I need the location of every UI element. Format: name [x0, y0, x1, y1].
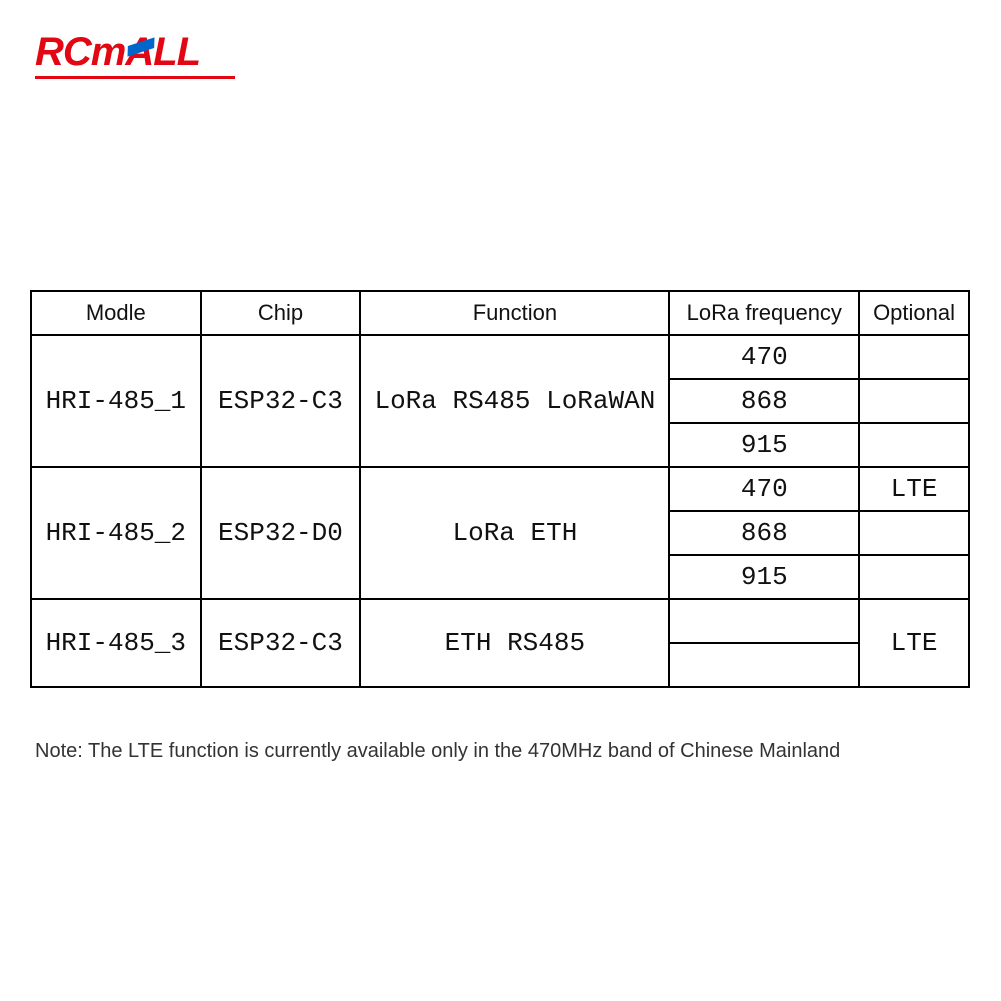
brand-logo: RCmALL	[35, 30, 200, 75]
cell-opt: LTE	[859, 599, 969, 687]
cell-modle: HRI-485_1	[31, 335, 201, 467]
cell-opt	[859, 335, 969, 379]
cell-freq	[669, 599, 859, 643]
cell-opt	[859, 555, 969, 599]
cell-freq: 868	[669, 511, 859, 555]
cell-opt: LTE	[859, 467, 969, 511]
logo-text-suffix: LL	[153, 30, 200, 74]
table-row: HRI-485_3 ESP32-C3 ETH RS485 LTE	[31, 599, 969, 643]
header-freq: LoRa frequency	[669, 291, 859, 335]
cell-opt	[859, 423, 969, 467]
cell-modle: HRI-485_2	[31, 467, 201, 599]
cell-modle: HRI-485_3	[31, 599, 201, 687]
table-header-row: Modle Chip Function LoRa frequency Optio…	[31, 291, 969, 335]
logo-text-prefix: RCm	[35, 30, 125, 74]
cell-opt	[859, 379, 969, 423]
logo-underline	[35, 76, 235, 79]
header-chip: Chip	[201, 291, 361, 335]
header-optional: Optional	[859, 291, 969, 335]
cell-chip: ESP32-C3	[201, 599, 361, 687]
header-function: Function	[360, 291, 669, 335]
cell-freq: 915	[669, 423, 859, 467]
cell-opt	[859, 511, 969, 555]
header-modle: Modle	[31, 291, 201, 335]
cell-chip: ESP32-C3	[201, 335, 361, 467]
cell-chip: ESP32-D0	[201, 467, 361, 599]
cell-freq: 470	[669, 335, 859, 379]
spec-table-container: Modle Chip Function LoRa frequency Optio…	[30, 290, 970, 688]
cell-function: LoRa RS485 LoRaWAN	[360, 335, 669, 467]
spec-table: Modle Chip Function LoRa frequency Optio…	[30, 290, 970, 688]
table-row: HRI-485_2 ESP32-D0 LoRa ETH 470 LTE	[31, 467, 969, 511]
logo-a-glyph: A	[125, 30, 153, 75]
footnote: Note: The LTE function is currently avai…	[35, 740, 840, 763]
cell-freq: 470	[669, 467, 859, 511]
logo-wing-icon	[128, 37, 155, 56]
cell-function: LoRa ETH	[360, 467, 669, 599]
cell-freq	[669, 643, 859, 687]
cell-function: ETH RS485	[360, 599, 669, 687]
table-row: HRI-485_1 ESP32-C3 LoRa RS485 LoRaWAN 47…	[31, 335, 969, 379]
cell-freq: 868	[669, 379, 859, 423]
cell-freq: 915	[669, 555, 859, 599]
